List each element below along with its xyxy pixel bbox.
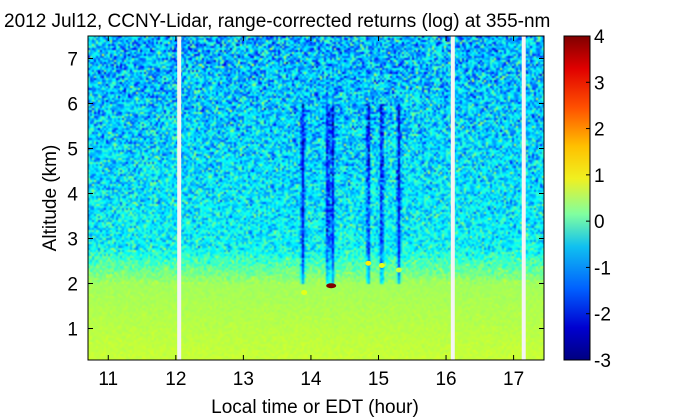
x-tick-label: 16 (435, 369, 456, 390)
x-tick-label: 11 (98, 369, 118, 390)
x-tick-label: 13 (233, 369, 254, 390)
colorbar-tick-label: 4 (594, 27, 605, 48)
aerosol-feature (378, 263, 385, 268)
y-tick-label: 2 (67, 275, 78, 296)
colorbar-tick-label: -3 (594, 351, 611, 372)
x-tick-label: 17 (503, 369, 524, 390)
aerosol-feature (365, 260, 372, 266)
colorbar-tick-label: 2 (594, 120, 605, 141)
x-tick-label: 14 (300, 369, 322, 390)
colorbar-tick-label: -1 (594, 258, 611, 279)
x-tick-label: 12 (165, 369, 186, 390)
chart-title: 2012 Jul12, CCNY-Lidar, range-corrected … (4, 11, 550, 32)
y-tick-label: 7 (67, 50, 78, 71)
data-gap (450, 36, 455, 360)
colorbar-tick-label: 3 (594, 73, 605, 94)
y-tick-label: 1 (67, 320, 78, 341)
colorbar-tick-label: 1 (594, 166, 605, 187)
colorbar: 4 3 2 1 0 -1 -2 -3 (563, 27, 611, 372)
y-tick-label: 6 (67, 95, 78, 116)
y-axis-label: Altitude (km) (40, 145, 61, 252)
plot-frame (87, 35, 545, 361)
x-axis-label: Local time or EDT (hour) (211, 397, 419, 418)
y-tick-label: 3 (67, 230, 78, 251)
x-axis: 11 12 13 14 15 16 17 (98, 36, 524, 390)
aerosol-feature (301, 290, 308, 295)
data-gap (521, 36, 526, 360)
colorbar-tick-label: -2 (594, 305, 611, 326)
y-tick-label: 4 (67, 185, 78, 206)
aerosol-feature (395, 267, 402, 273)
colorbar-gradient (563, 35, 591, 361)
y-axis: 1 2 3 4 5 6 7 (67, 50, 544, 341)
plot-area (87, 35, 545, 361)
data-gap (177, 36, 182, 360)
y-tick-label: 5 (67, 140, 78, 161)
aerosol-feature (326, 283, 337, 289)
colorbar-tick-label: 0 (594, 212, 605, 233)
x-tick-label: 15 (368, 369, 389, 390)
heatmap (88, 36, 544, 360)
